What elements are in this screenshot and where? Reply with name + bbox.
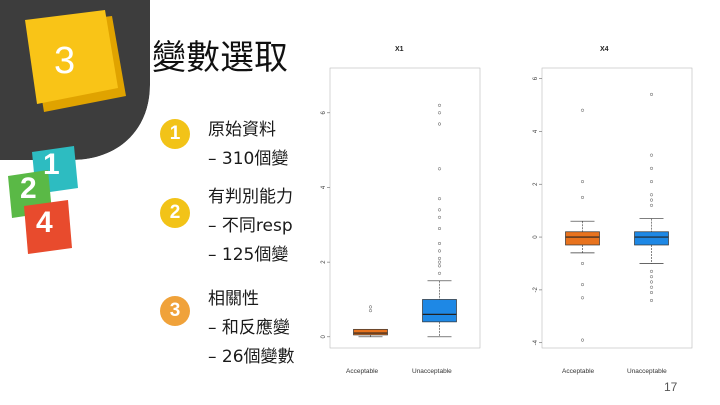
item-2-badge: 2 <box>160 198 190 228</box>
outlier-point <box>649 280 654 284</box>
outlier-point <box>437 122 442 126</box>
outlier-point <box>368 305 373 309</box>
outlier-point <box>649 193 654 197</box>
outlier-point <box>649 285 654 289</box>
box-acceptable <box>353 328 388 336</box>
plot-x1-xlabel-unacceptable: Unacceptable <box>412 368 452 375</box>
outlier-point <box>580 195 585 199</box>
outlier-point <box>437 167 442 171</box>
outlier-point <box>649 275 654 279</box>
outlier-point <box>437 208 442 212</box>
item-3-sub-2: – 26個變數 <box>208 347 295 367</box>
y-tick-label: 0 <box>533 235 539 239</box>
tile-label-2: 2 <box>20 172 37 205</box>
plot-x1: 0 2 4 6 <box>321 67 481 349</box>
plot-x4: -4 -2 0 2 4 6 <box>533 67 693 349</box>
item-2-sub-2: – 125個變 <box>208 245 289 265</box>
outlier-point <box>580 338 585 342</box>
outlier-point <box>437 103 442 107</box>
y-tick-label: 2 <box>321 260 327 264</box>
outlier-point <box>649 298 654 303</box>
outlier-point <box>437 256 442 260</box>
y-tick-label: -4 <box>533 339 539 345</box>
y-tick-label: 4 <box>533 129 539 133</box>
outlier-point <box>437 215 442 219</box>
outlier-point <box>649 153 654 157</box>
plot-x1-xlabel-acceptable: Acceptable <box>346 368 379 375</box>
item-3-badge: 3 <box>160 296 190 326</box>
y-tick-label: 6 <box>321 110 327 114</box>
tile-label-1: 1 <box>43 148 60 181</box>
plot-x4-xlabel-acceptable: Acceptable <box>562 368 595 375</box>
item-3-heading: 相關性 <box>208 289 259 309</box>
y-tick-label: 0 <box>321 334 327 338</box>
plot-x4-title: X4 <box>600 46 609 53</box>
outlier-point <box>580 108 585 112</box>
outlier-point <box>649 290 654 295</box>
y-tick-label: 2 <box>533 182 539 186</box>
plot-x1-title: X1 <box>395 46 404 53</box>
outlier-point <box>437 241 442 246</box>
y-tick-label: 6 <box>533 76 539 80</box>
outlier-point <box>580 180 585 184</box>
outlier-point <box>437 264 442 268</box>
box-unacceptable <box>422 299 457 323</box>
outlier-point <box>437 226 442 231</box>
slide-title: 變數選取 <box>152 38 288 78</box>
boxplot-panel <box>312 40 695 385</box>
item-1-badge: 1 <box>160 119 190 149</box>
outlier-point <box>437 197 442 201</box>
outlier-point <box>649 166 654 170</box>
outlier-point <box>649 269 654 273</box>
outlier-point <box>649 198 654 202</box>
tile-label-4: 4 <box>36 206 53 239</box>
box-unacceptable <box>634 231 669 246</box>
section-number: 3 <box>54 40 76 82</box>
plot-frame <box>541 67 693 349</box>
item-1-heading: 原始資料 <box>208 120 276 140</box>
item-2-sub-1: – 不同resp <box>208 216 293 236</box>
item-2-heading: 有判別能力 <box>208 187 293 207</box>
outlier-point <box>437 260 442 264</box>
outlier-point <box>649 92 654 96</box>
item-1-sub: – 310個變 <box>208 149 289 169</box>
plot-x4-xlabel-unacceptable: Unacceptable <box>627 368 667 375</box>
item-3-sub-1: – 和反應變 <box>208 318 290 338</box>
outlier-point <box>437 111 442 115</box>
outlier-point <box>580 296 585 300</box>
outlier-point <box>437 271 442 275</box>
outlier-point <box>368 309 373 313</box>
plot-frame <box>329 67 481 349</box>
box-acceptable <box>565 231 600 246</box>
outlier-point <box>580 261 585 266</box>
outlier-point <box>649 180 654 184</box>
decorative-graphic <box>0 0 150 254</box>
outlier-point <box>437 249 442 253</box>
y-tick-label: -2 <box>533 287 539 293</box>
y-tick-label: 4 <box>321 185 327 189</box>
outlier-point <box>649 203 654 207</box>
outlier-point <box>580 283 585 287</box>
page-number: 17 <box>664 380 678 394</box>
